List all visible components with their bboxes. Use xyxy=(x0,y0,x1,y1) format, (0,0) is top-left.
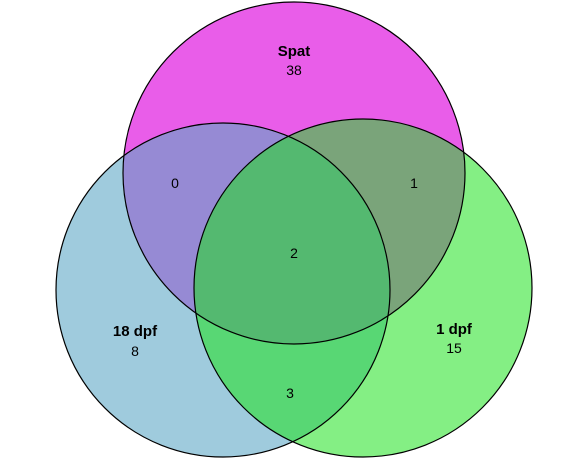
set-outline-spat xyxy=(122,1,466,345)
set-label-18-dpf: 18 dpf xyxy=(113,323,158,340)
count-18-dpf-1-dpf: 3 xyxy=(286,385,294,401)
count-spat-18-dpf: 0 xyxy=(171,175,179,191)
count-spat-1-dpf: 1 xyxy=(410,175,418,191)
set-circle-1-dpf xyxy=(194,119,532,457)
set-label-spat: Spat xyxy=(278,43,311,60)
count-18-dpf-only: 8 xyxy=(131,343,139,359)
set-label-1-dpf: 1 dpf xyxy=(436,321,473,338)
set-outline-18-dpf xyxy=(55,122,391,458)
count-spat-only: 38 xyxy=(286,62,302,78)
set-outline-1-dpf xyxy=(193,118,533,458)
count-1-dpf-only: 15 xyxy=(446,340,462,356)
count-all-three: 2 xyxy=(290,245,298,261)
